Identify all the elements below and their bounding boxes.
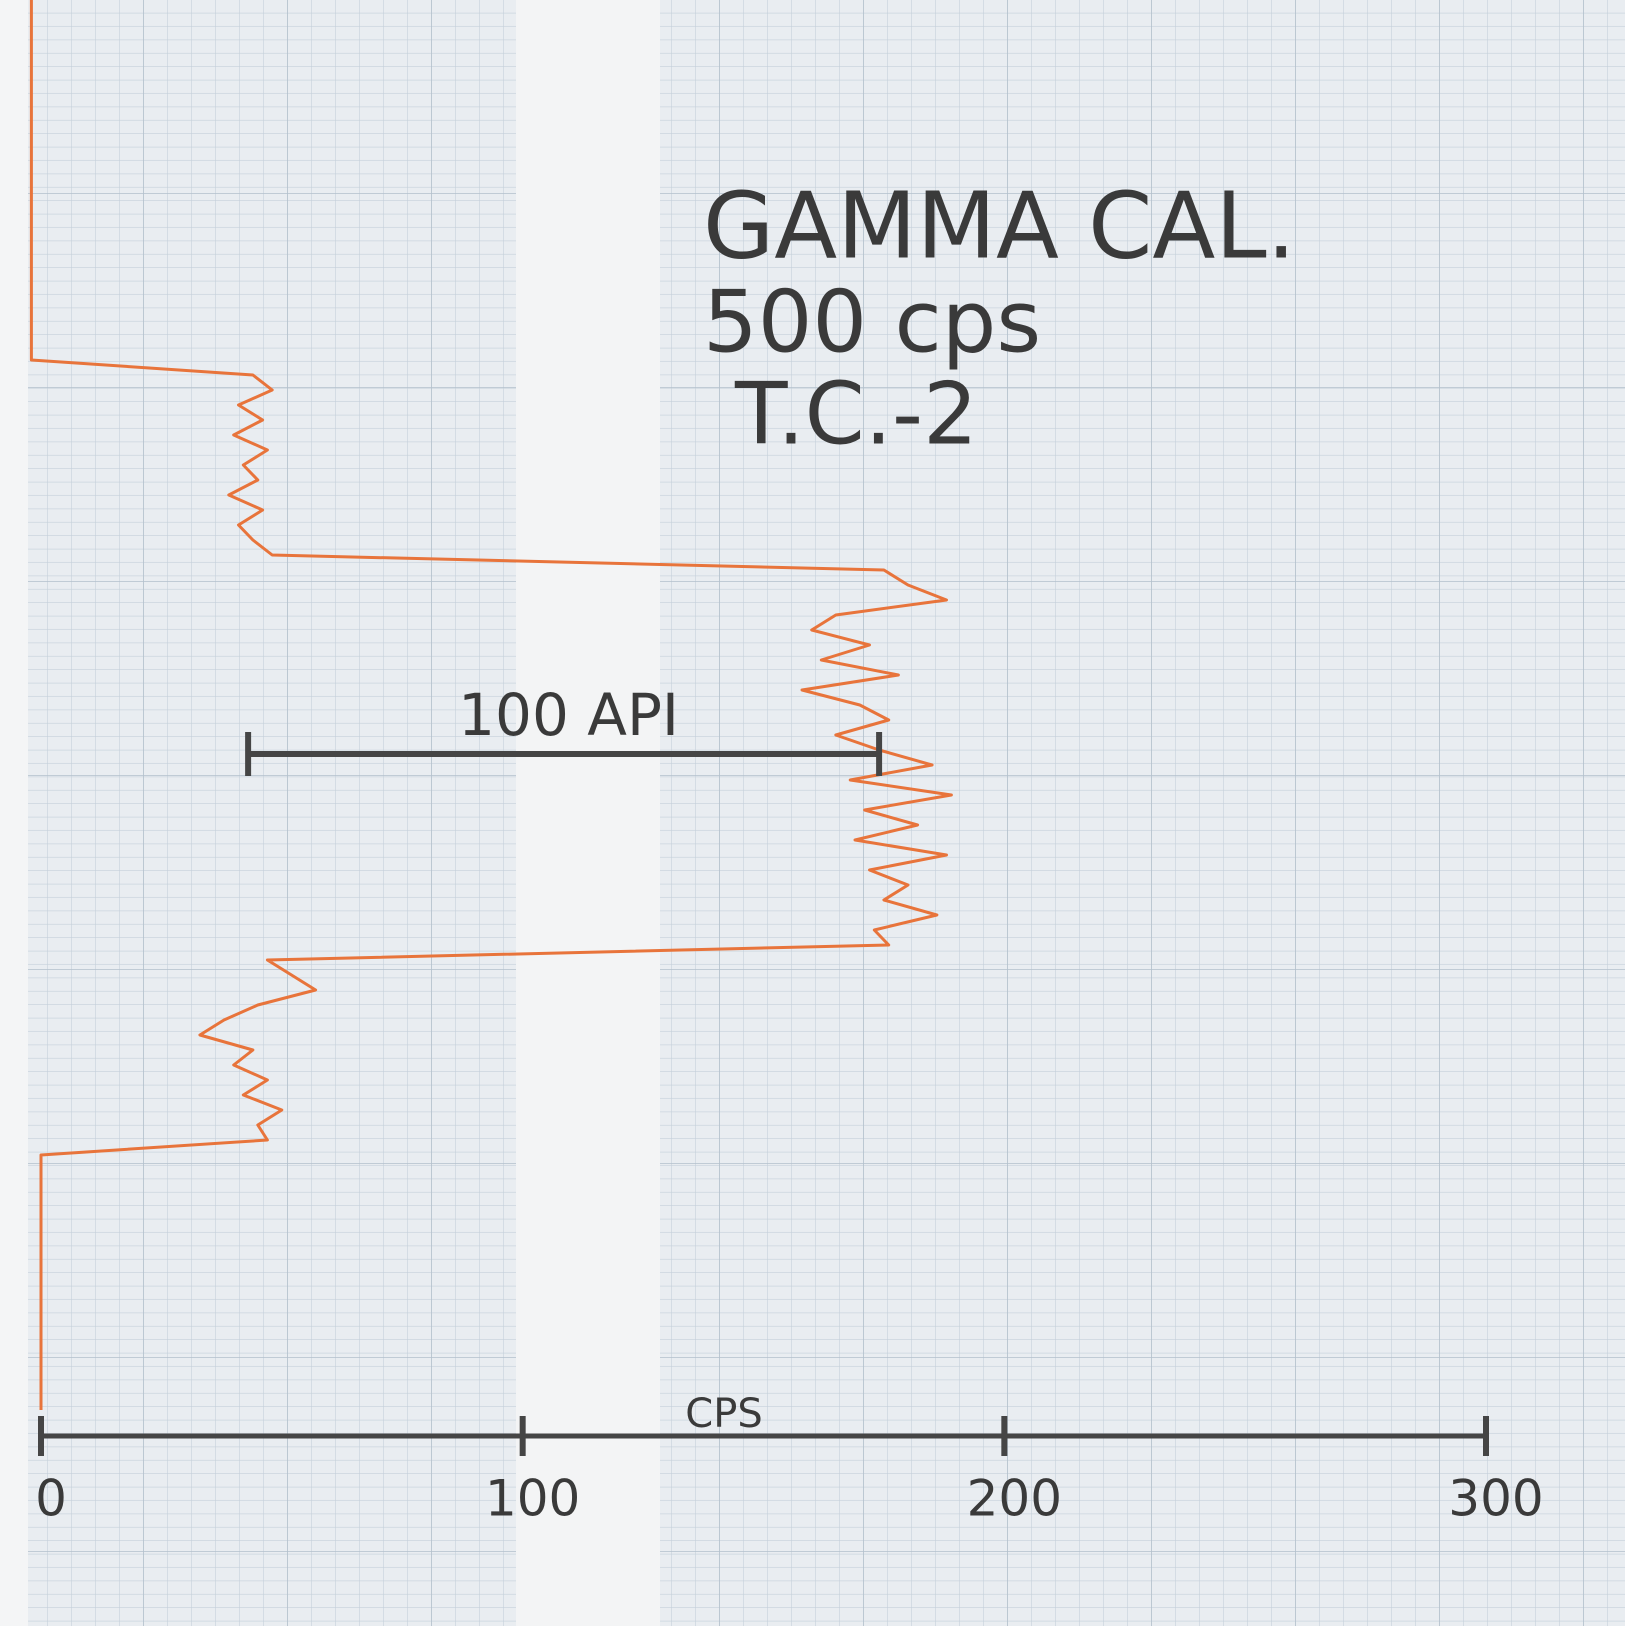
chart-note: T.C.-2 xyxy=(734,364,978,464)
chart-title: GAMMA CAL. xyxy=(703,172,1296,279)
chart-subtitle: 500 cps xyxy=(703,272,1041,372)
paper-band xyxy=(516,0,660,1626)
x-tick-label: 0 xyxy=(35,1470,67,1528)
x-tick-label: 100 xyxy=(485,1470,580,1528)
x-tick-label: 200 xyxy=(967,1470,1062,1528)
scale-bar-label: 100 API xyxy=(458,681,679,749)
paper-edge xyxy=(0,0,28,1626)
x-axis-label: CPS xyxy=(685,1391,762,1437)
trace xyxy=(29,0,953,1410)
x-tick-label: 300 xyxy=(1448,1470,1543,1528)
